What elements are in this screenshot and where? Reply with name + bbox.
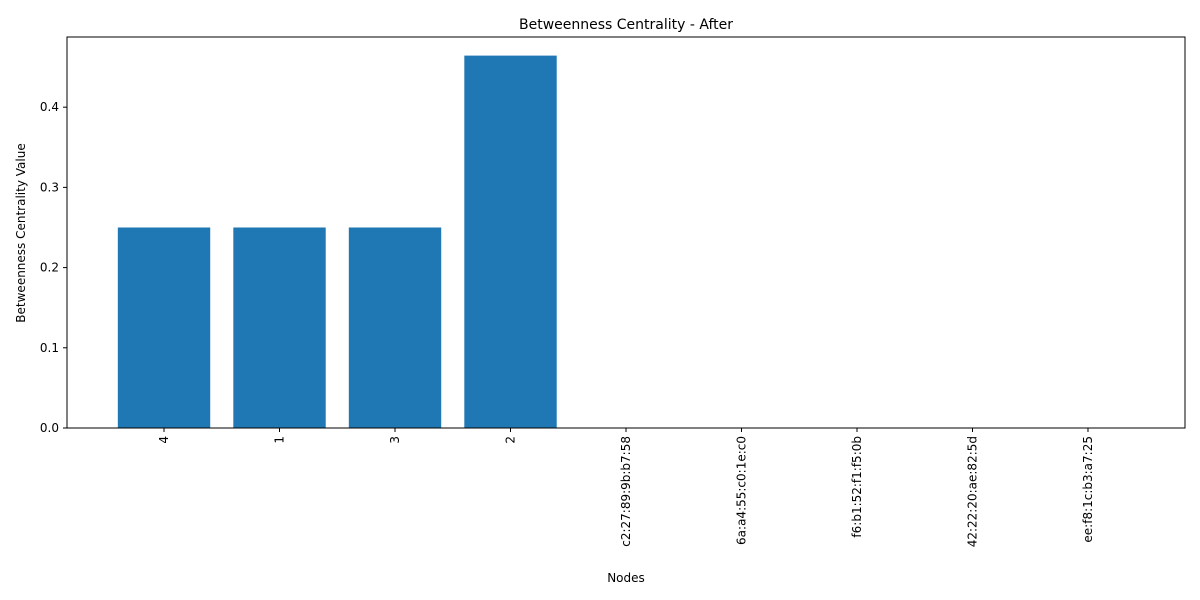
x-tick-label: c2:27:89:9b:b7:58 xyxy=(619,436,633,547)
x-axis-label: Nodes xyxy=(607,571,645,585)
y-tick-label: 0.4 xyxy=(40,100,59,114)
x-tick-label: f6:b1:52:f1:f5:0b xyxy=(850,436,864,538)
y-tick-label: 0.1 xyxy=(40,341,59,355)
bars-layer xyxy=(117,55,557,429)
x-axis: 4 1 3 2 c2:27:89:9b:b7:58 6a:a4:55:c0:1e:c0 f6… xyxy=(157,428,1095,547)
x-tick-label: 2 xyxy=(504,436,518,444)
y-tick-label: 0.0 xyxy=(40,421,59,435)
bar-3 xyxy=(348,227,442,428)
y-tick-label: 0.3 xyxy=(40,180,59,194)
chart-title: Betweenness Centrality - After xyxy=(519,17,733,33)
x-tick-label: 4 xyxy=(157,436,171,444)
bar-1 xyxy=(233,227,326,428)
y-axis: 0.0 0.1 0.2 0.3 0.4 xyxy=(40,100,67,435)
x-tick-label: ee:f8:1c:b3:a7:25 xyxy=(1081,436,1095,543)
bar-2 xyxy=(464,55,557,429)
plot-frame xyxy=(66,36,1186,429)
y-tick-label: 0.2 xyxy=(40,261,59,275)
x-tick-label: 1 xyxy=(273,436,287,444)
y-axis-label: Betweenness Centrality Value xyxy=(14,143,28,322)
x-tick-label: 3 xyxy=(388,436,402,444)
bar-4 xyxy=(117,227,211,428)
x-tick-label: 42:22:20:ae:82:5d xyxy=(965,436,979,547)
x-tick-label: 6a:a4:55:c0:1e:c0 xyxy=(734,436,748,545)
